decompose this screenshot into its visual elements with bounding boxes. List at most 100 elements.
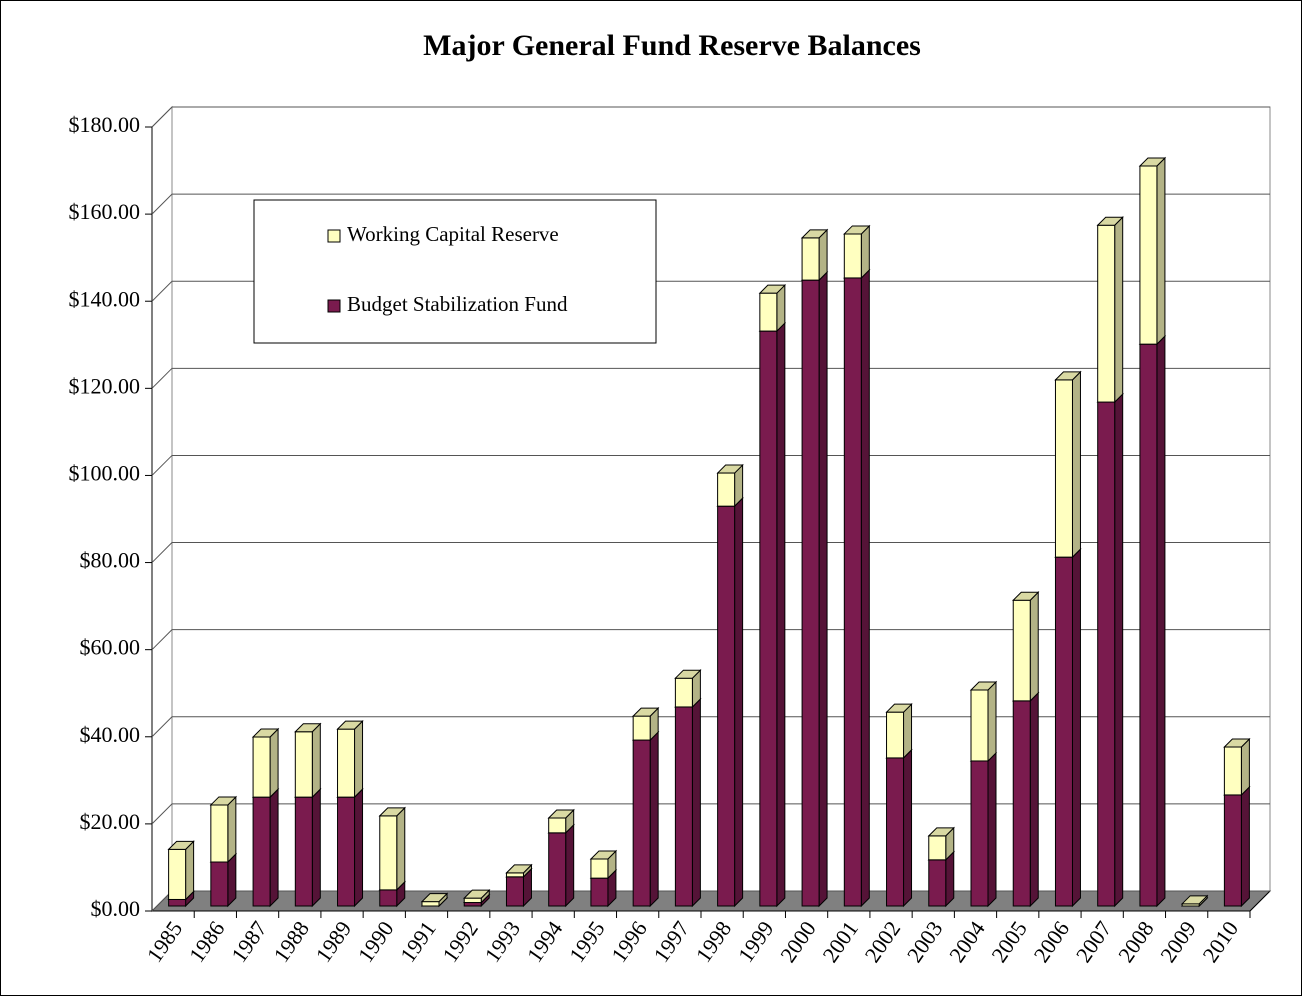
bar <box>463 902 482 907</box>
bar <box>886 757 905 907</box>
y-tick-label: $60.00 <box>80 635 141 660</box>
y-tick-label: $20.00 <box>80 809 141 834</box>
bar <box>294 796 313 907</box>
bar-top <box>716 464 744 474</box>
bar-side <box>311 787 321 908</box>
bar <box>928 859 947 907</box>
bar-side <box>354 787 364 908</box>
grid-line <box>151 542 1270 563</box>
y-tick-label: $100.00 <box>69 460 141 485</box>
bar-top <box>927 827 955 837</box>
bar <box>505 876 524 907</box>
bar <box>548 832 567 907</box>
bar-side <box>1071 370 1081 559</box>
bar <box>379 815 398 891</box>
legend-swatch <box>327 299 341 313</box>
legend <box>253 199 657 344</box>
bar-side <box>649 730 659 908</box>
bar-side <box>903 748 913 908</box>
bar-top <box>294 723 322 733</box>
legend-label: Budget Stabilization Fund <box>347 292 568 316</box>
bar <box>590 877 609 907</box>
bar <box>379 889 398 907</box>
bar <box>337 796 356 907</box>
bar <box>1097 224 1116 403</box>
bar <box>294 731 313 798</box>
bar-top <box>1096 216 1124 226</box>
bar <box>252 736 271 798</box>
bar <box>1054 379 1073 558</box>
bar-side <box>818 270 828 908</box>
bar-side <box>776 321 786 908</box>
grid-line <box>151 629 1270 651</box>
bar-top <box>674 669 702 679</box>
bar-side <box>354 719 364 799</box>
bar <box>632 739 651 907</box>
bar-top <box>800 229 829 239</box>
bar <box>843 233 862 279</box>
bar <box>886 711 905 759</box>
bar <box>717 472 736 507</box>
grid-line <box>151 367 1270 389</box>
bar-side <box>860 268 870 908</box>
bar <box>168 848 187 900</box>
bar <box>674 706 693 907</box>
bar-side <box>227 795 237 864</box>
side-wall <box>151 105 173 913</box>
bar <box>548 817 567 834</box>
bar-top <box>505 864 533 874</box>
bar-side <box>396 806 406 892</box>
bar-side <box>311 722 321 799</box>
bar-top <box>420 893 449 903</box>
bar <box>843 277 862 907</box>
bar <box>1139 165 1158 345</box>
legend-label: Working Capital Reserve <box>347 222 559 246</box>
y-tick-label: $40.00 <box>80 722 141 747</box>
y-tick-label: $140.00 <box>69 286 141 311</box>
y-tick-label: $180.00 <box>69 112 141 137</box>
bar <box>717 505 736 907</box>
bar-side <box>903 702 913 760</box>
bar <box>632 715 651 741</box>
bar-top <box>251 728 280 738</box>
bar-top <box>1223 738 1251 748</box>
bar-top <box>378 807 406 817</box>
bar <box>168 898 187 907</box>
bar <box>759 330 778 907</box>
bar <box>590 858 609 879</box>
bar <box>337 728 356 798</box>
bar <box>505 872 524 878</box>
bar <box>1223 746 1242 796</box>
bar <box>1139 343 1158 907</box>
bar <box>674 677 693 708</box>
bar-side <box>565 823 575 908</box>
bar-side <box>1156 334 1166 908</box>
bar-side <box>185 840 195 901</box>
grid-line <box>151 454 1270 476</box>
bar <box>970 689 989 762</box>
bar <box>801 279 820 907</box>
bar-top <box>1180 895 1209 905</box>
bar-side <box>269 787 279 908</box>
bar <box>928 835 947 861</box>
bar-top <box>969 681 998 691</box>
y-tick-label: $120.00 <box>69 373 141 398</box>
bar-top <box>1138 157 1167 167</box>
bar-side <box>945 850 955 908</box>
bar-top <box>209 796 238 806</box>
y-tick-label: $80.00 <box>80 548 141 573</box>
y-tick-label: $160.00 <box>69 199 141 224</box>
bar-top <box>631 707 660 717</box>
bar-side <box>1114 216 1124 404</box>
bar <box>801 237 820 281</box>
bar-top <box>167 840 195 850</box>
bar-top <box>463 889 491 899</box>
grid-line <box>151 193 1270 215</box>
bar <box>210 861 229 907</box>
bar-side <box>860 224 870 280</box>
y-tick-label: $0.00 <box>91 896 141 921</box>
bar-side <box>227 852 237 908</box>
bar <box>210 804 229 863</box>
bar <box>1012 599 1031 702</box>
